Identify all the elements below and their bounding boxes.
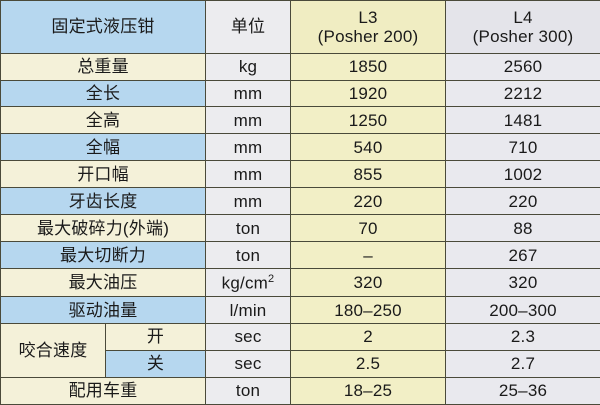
row-unit: mm xyxy=(205,106,292,135)
header-unit-cell: 单位 xyxy=(205,0,292,54)
row-unit: l/min xyxy=(205,296,292,324)
row-value-l4: 220 xyxy=(445,187,600,216)
row-value-l3: 1920 xyxy=(290,79,447,108)
row-label: 最大切断力 xyxy=(0,241,207,270)
row-value-l4: 267 xyxy=(445,241,600,270)
row-value-l3: 320 xyxy=(290,268,447,298)
row-label: 最大破碎力(外端) xyxy=(0,214,207,243)
row-value-l3: 2.5 xyxy=(290,349,447,378)
row-unit: ton xyxy=(205,214,292,243)
table-row: 全幅 mm 540 710 xyxy=(0,133,600,162)
row-value-l4: 320 xyxy=(445,268,600,298)
row-value-l3: 18–25 xyxy=(290,376,447,405)
header-model-l4-name: L4 xyxy=(513,7,533,27)
table-row: 配用车重 ton 18–25 25–36 xyxy=(0,376,600,405)
row-unit: mm xyxy=(205,79,292,108)
table-row: 驱动油量 l/min 180–250 200–300 xyxy=(0,296,600,324)
table-row: 最大破碎力(外端) ton 70 88 xyxy=(0,214,600,243)
row-value-l4: 200–300 xyxy=(445,296,600,324)
row-unit-superscript: 2 xyxy=(268,272,275,285)
table-row-merged-open: 咬合速度 开 sec 2 2.3 xyxy=(0,323,600,378)
row-value-l4: 1481 xyxy=(445,106,600,135)
row-value-l3: 855 xyxy=(290,160,447,189)
header-model-l3: L3 (Posher 200) xyxy=(290,0,447,54)
row-value-l3: 2 xyxy=(290,323,447,351)
row-value-l3: 220 xyxy=(290,187,447,216)
merged-sub-label: 开 xyxy=(104,323,207,351)
row-label: 牙齿长度 xyxy=(0,187,207,216)
row-value-l4: 710 xyxy=(445,133,600,162)
header-model-l3-sub: (Posher 200) xyxy=(317,26,419,46)
row-unit: sec xyxy=(205,323,292,351)
row-label: 最大油压 xyxy=(0,268,207,298)
row-value-l4: 25–36 xyxy=(445,376,600,405)
merged-sub-label: 关 xyxy=(104,349,207,378)
row-label: 全高 xyxy=(0,106,207,135)
table-row: 总重量 kg 1850 2560 xyxy=(0,52,600,81)
header-title-cell: 固定式液压钳 xyxy=(0,0,207,54)
table-row: 全高 mm 1250 1481 xyxy=(0,106,600,135)
row-label: 开口幅 xyxy=(0,160,207,189)
table-row: 开口幅 mm 855 1002 xyxy=(0,160,600,189)
row-value-l4: 2560 xyxy=(445,52,600,81)
row-label: 总重量 xyxy=(0,52,207,81)
row-value-l3: 180–250 xyxy=(290,296,447,324)
row-value-l4: 2.3 xyxy=(445,323,600,351)
row-value-l4: 1002 xyxy=(445,160,600,189)
table-row: 最大油压 kg/cm2 320 320 xyxy=(0,268,600,298)
row-value-l3: 1250 xyxy=(290,106,447,135)
row-value-l3: 1850 xyxy=(290,52,447,81)
table-row-merged-close: 关 sec 2.5 2.7 xyxy=(1,349,600,378)
row-unit: kg xyxy=(205,52,292,81)
row-value-l3: 70 xyxy=(290,214,447,243)
row-unit: ton xyxy=(205,241,292,270)
table-row: 牙齿长度 mm 220 220 xyxy=(0,187,600,216)
row-value-l3: 540 xyxy=(290,133,447,162)
row-value-l4: 88 xyxy=(445,214,600,243)
row-value-l4: 2212 xyxy=(445,79,600,108)
row-unit: mm xyxy=(205,133,292,162)
row-label: 全长 xyxy=(0,79,207,108)
row-unit: ton xyxy=(205,376,292,405)
row-label: 驱动油量 xyxy=(0,296,207,324)
row-unit: mm xyxy=(205,187,292,216)
table-row: 全长 mm 1920 2212 xyxy=(0,79,600,108)
table-row: 最大切断力 ton – 267 xyxy=(0,241,600,270)
header-model-l4: L4 (Posher 300) xyxy=(445,0,600,54)
row-unit: mm xyxy=(205,160,292,189)
merged-group-label: 咬合速度 xyxy=(0,323,106,378)
row-label: 全幅 xyxy=(0,133,207,162)
row-unit-text: kg/cm xyxy=(221,273,269,293)
header-model-l4-sub: (Posher 300) xyxy=(472,26,574,46)
row-value-l3: – xyxy=(290,241,447,270)
row-value-l4: 2.7 xyxy=(445,349,600,378)
header-model-l3-name: L3 xyxy=(358,7,378,27)
row-label: 配用车重 xyxy=(0,376,207,405)
row-unit: kg/cm2 xyxy=(205,268,292,298)
row-unit: sec xyxy=(205,349,292,378)
table-header-row: 固定式液压钳 单位 L3 (Posher 200) L4 (Posher 300… xyxy=(0,0,600,54)
